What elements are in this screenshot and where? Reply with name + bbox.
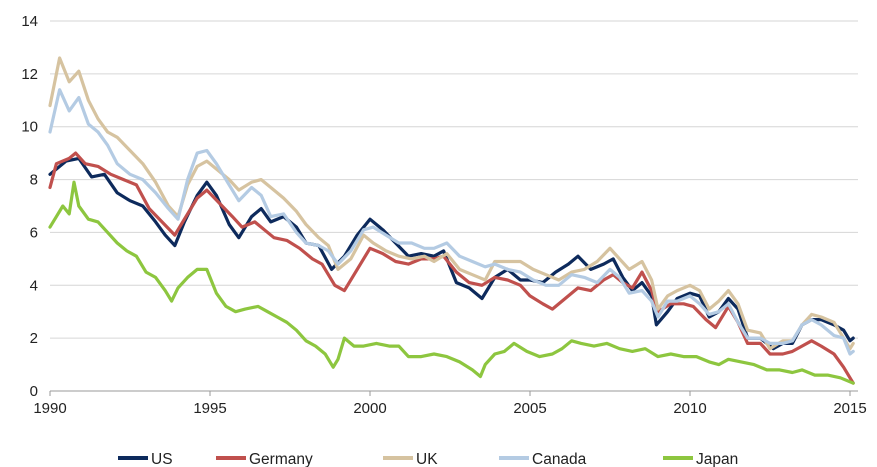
tick-labels: 0 2 4 6 8 10 12 14 1990 1995 2000 2005 2010 2015 [21,13,866,417]
y-tick-label: 0 [30,383,38,400]
y-tick-label: 10 [21,119,38,136]
x-tick-label: 1995 [193,400,226,417]
gridlines [50,20,858,339]
legend-label-uk: UK [416,451,438,467]
y-tick-label: 2 [30,330,38,347]
legend-label-japan: Japan [696,451,738,467]
series-line-canada [48,88,855,356]
y-tick-label: 6 [30,224,38,241]
legend-label-us: US [151,451,173,467]
x-tick-label: 2015 [833,400,866,417]
series-lines [48,56,855,385]
x-tick-label: 2000 [353,400,386,417]
series-line-us [48,156,855,351]
axes [49,390,858,396]
x-tick-label: 2005 [513,400,546,417]
x-tick-label: 2010 [673,400,706,417]
y-tick-label: 8 [30,172,38,189]
series-line-japan [48,180,855,385]
legend-label-canada: Canada [532,451,587,467]
legend: US Germany UK Canada Japan [118,451,738,467]
legend-label-germany: Germany [249,451,313,467]
series-line-germany [48,151,855,385]
y-tick-label: 14 [21,13,38,30]
y-tick-label: 12 [21,66,38,83]
y-tick-label: 4 [30,277,38,294]
x-tick-label: 1990 [33,400,66,417]
